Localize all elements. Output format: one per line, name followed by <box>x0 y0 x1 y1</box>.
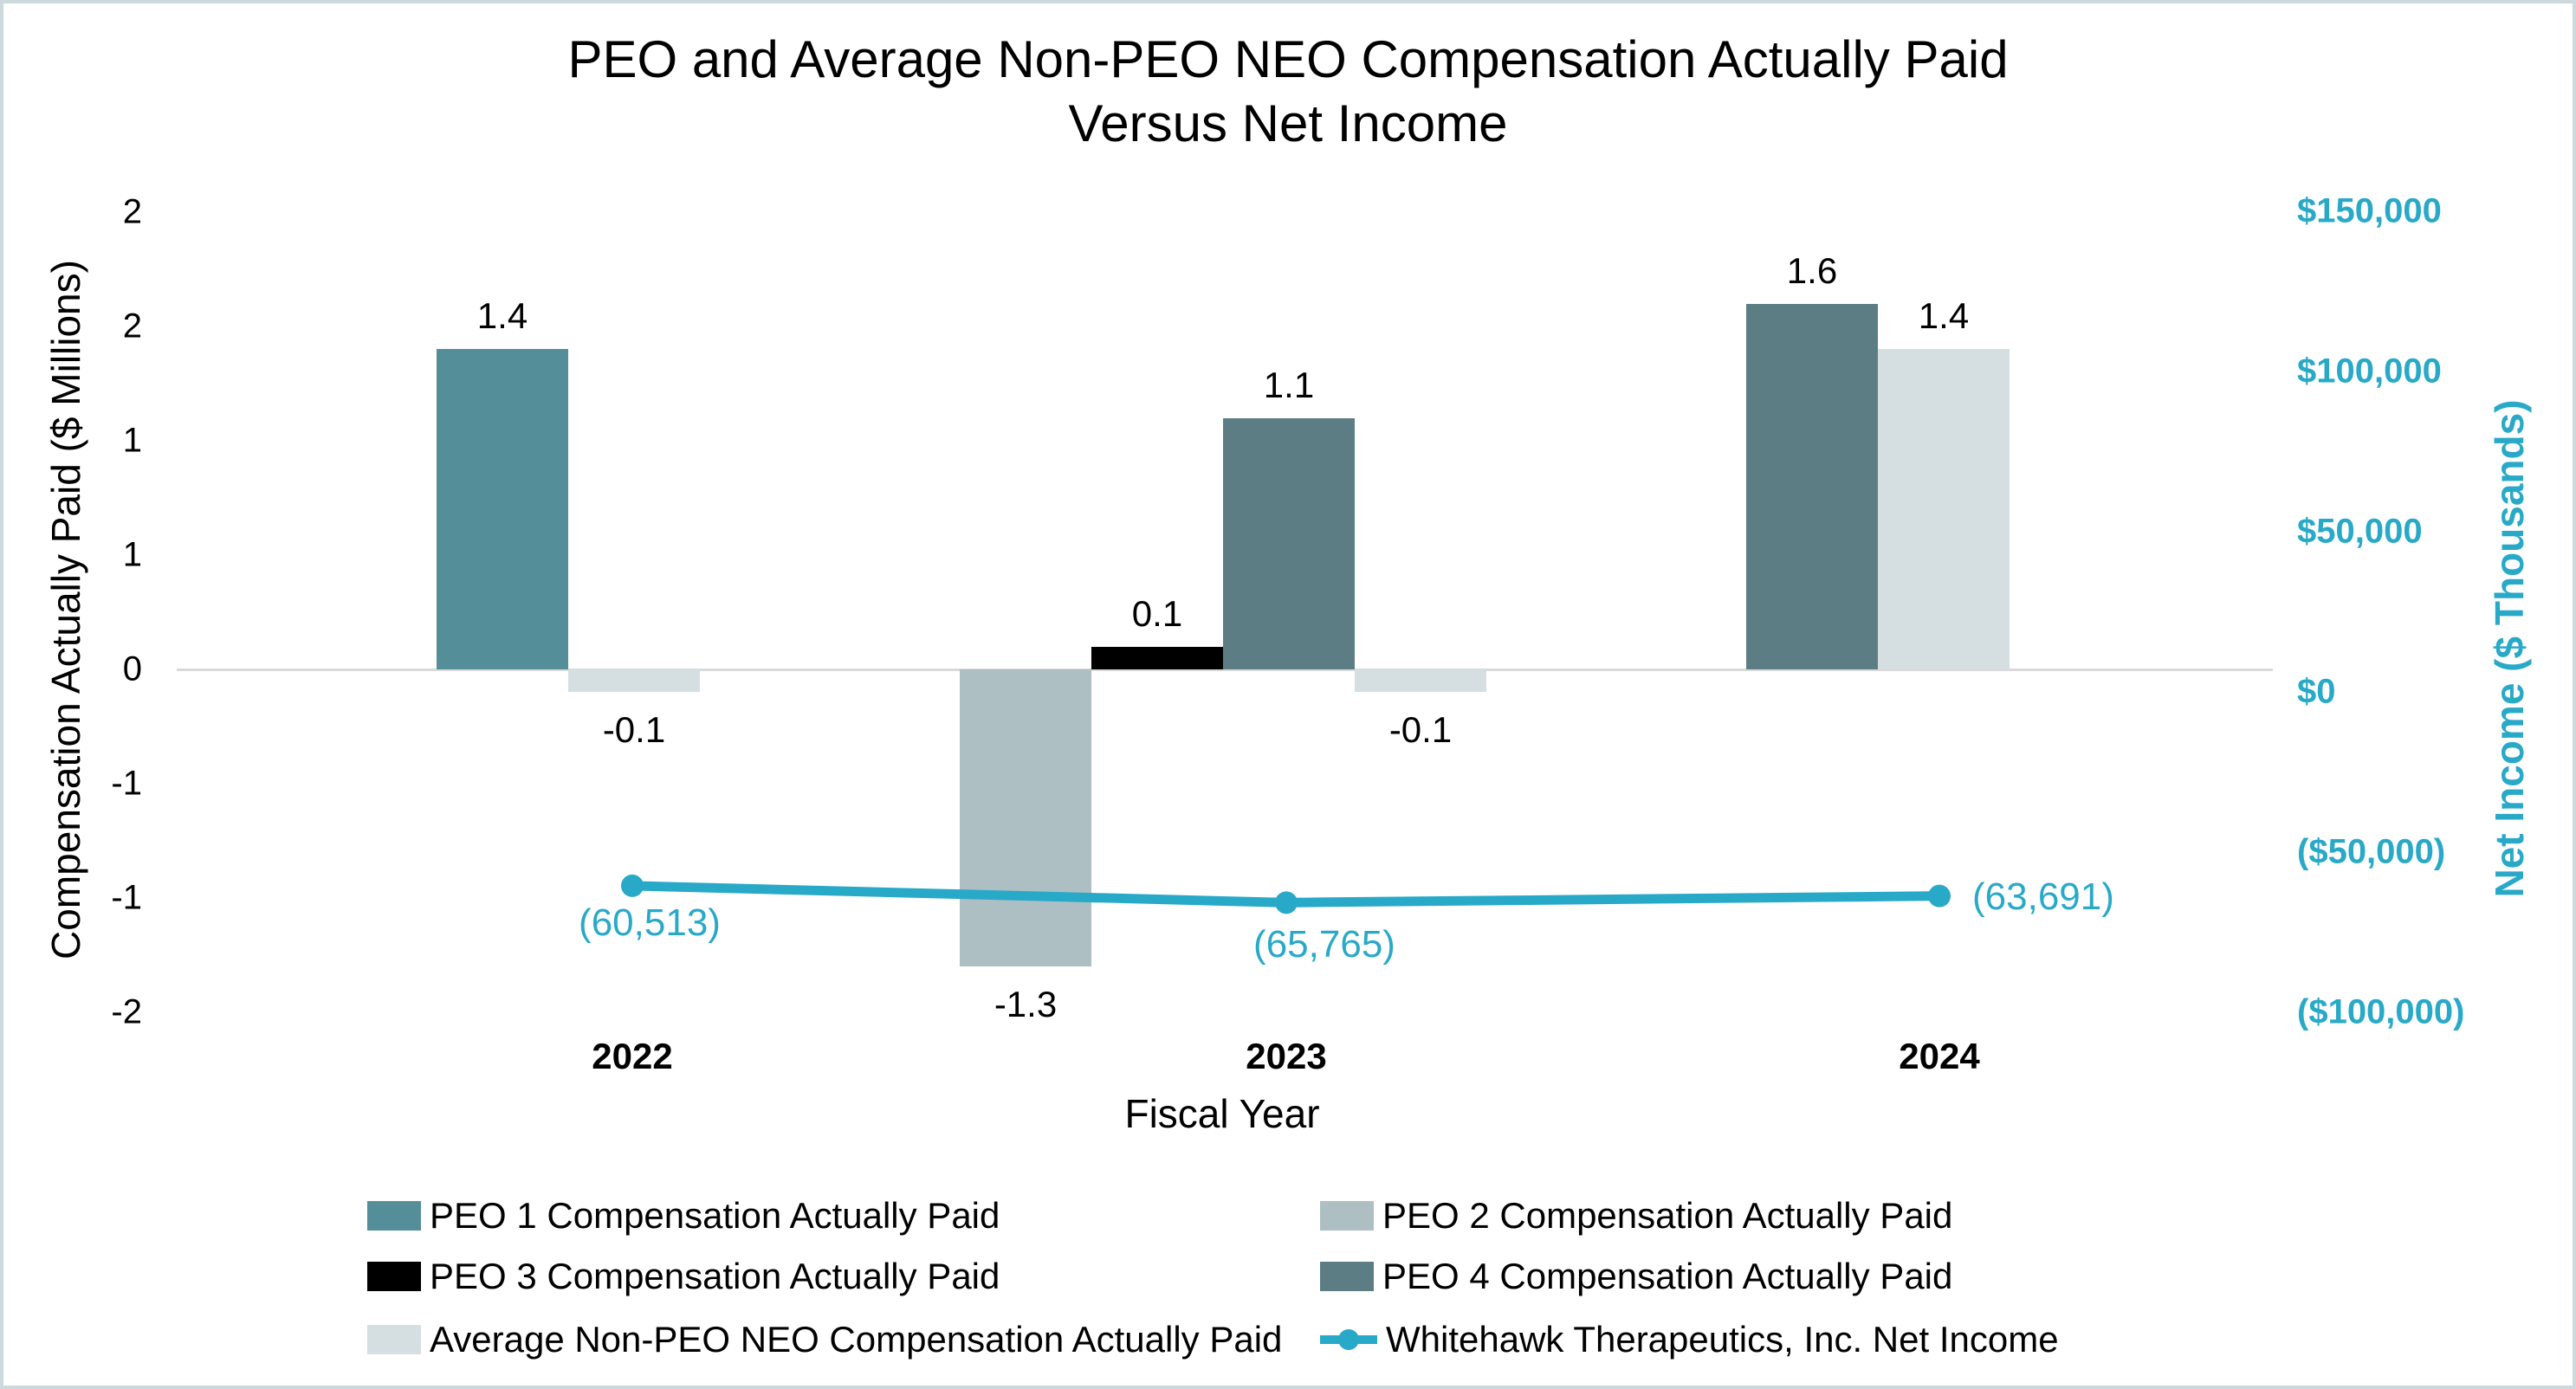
legend-item-net-income: Whitehawk Therapeutics, Inc. Net Income <box>1320 1319 2059 1360</box>
left-axis-tick-label: -2 <box>111 992 142 1031</box>
net-income-point-label: (65,765) <box>1253 923 1395 966</box>
chart-title: PEO and Average Non-PEO NEO Compensation… <box>3 28 2573 156</box>
right-axis-tick-label: $0 <box>2297 672 2336 711</box>
left-axis-tick-label: 0 <box>122 649 142 688</box>
left-axis-tick-label: 1 <box>122 421 142 460</box>
legend-swatch-peo3 <box>367 1262 421 1291</box>
bar-value-label: 1.4 <box>1918 295 1970 337</box>
bar-peo3-2023 <box>1091 646 1223 669</box>
legend-label-net-income: Whitehawk Therapeutics, Inc. Net Income <box>1386 1319 2059 1360</box>
legend-swatch-peo4 <box>1320 1262 1374 1291</box>
legend-label-avg-non-peo-neo: Average Non-PEO NEO Compensation Actuall… <box>430 1319 1283 1360</box>
net-income-point-label: (63,691) <box>1972 875 2114 918</box>
left-axis-tick-label: 2 <box>122 192 142 231</box>
right-axis-tick-label: $150,000 <box>2297 191 2442 230</box>
chart-title-line2: Versus Net Income <box>1068 94 1508 152</box>
legend-label-peo3: PEO 3 Compensation Actually Paid <box>430 1256 1000 1296</box>
net-income-point-label: (60,513) <box>579 901 721 944</box>
legend-swatch-peo1 <box>367 1201 421 1231</box>
bar-value-label: 1.1 <box>1263 364 1315 405</box>
legend-swatch-peo2 <box>1320 1201 1374 1231</box>
legend: PEO 1 Compensation Actually Paid PEO 2 Co… <box>3 3 2573 1386</box>
x-axis-title: Fiscal Year <box>1124 1091 1320 1136</box>
x-axis-tick-label-2022: 2022 <box>592 1036 673 1076</box>
bar-value-label: -1.3 <box>994 984 1058 1025</box>
legend-item-peo2: PEO 2 Compensation Actually Paid <box>1320 1195 1952 1237</box>
legend-item-avg-non-peo-neo: Average Non-PEO NEO Compensation Actuall… <box>367 1319 1282 1360</box>
bar-value-label: -0.1 <box>602 709 666 751</box>
bar-avg-non-peo-neo-2023 <box>1355 669 1486 693</box>
legend-item-peo1: PEO 1 Compensation Actually Paid <box>367 1195 1000 1237</box>
right-axis-tick-label: $100,000 <box>2297 352 2442 391</box>
bar-value-label: -0.1 <box>1388 709 1453 751</box>
bar-peo1-2022 <box>437 349 568 669</box>
bar-peo2-2023 <box>960 669 1091 967</box>
left-axis-tick-label: 2 <box>122 307 142 346</box>
legend-label-peo1: PEO 1 Compensation Actually Paid <box>430 1195 1000 1236</box>
left-axis-tick-label: -1 <box>111 878 142 917</box>
legend-swatch-avg-non-peo-neo <box>367 1325 421 1354</box>
right-axis-tick-label: ($50,000) <box>2297 832 2446 871</box>
bar-value-label: 1.6 <box>1786 249 1838 291</box>
bar-peo4-2023 <box>1223 417 1355 669</box>
bar-avg-non-peo-neo-2022 <box>568 669 700 693</box>
left-axis-tick-label: -1 <box>111 764 142 803</box>
right-axis-tick-label: ($100,000) <box>2297 992 2465 1031</box>
bar-value-label: 1.4 <box>476 295 528 337</box>
chart-title-line1: PEO and Average Non-PEO NEO Compensation… <box>567 30 2009 88</box>
right-axis-tick-label: $50,000 <box>2297 512 2423 551</box>
legend-label-peo4: PEO 4 Compensation Actually Paid <box>1382 1256 1953 1296</box>
x-axis-tick-label-2023: 2023 <box>1246 1036 1327 1076</box>
zero-gridline <box>177 669 2273 671</box>
left-axis-tick-label: 1 <box>122 535 142 574</box>
legend-item-peo4: PEO 4 Compensation Actually Paid <box>1320 1256 1952 1297</box>
legend-label-peo2: PEO 2 Compensation Actually Paid <box>1382 1195 1953 1236</box>
bar-value-label: 0.1 <box>1131 592 1183 634</box>
legend-item-peo3: PEO 3 Compensation Actually Paid <box>367 1256 1000 1297</box>
bar-avg-non-peo-neo-2024 <box>1878 349 2010 669</box>
legend-line-symbol-net-income <box>1320 1325 1377 1354</box>
x-axis-tick-label-2024: 2024 <box>1899 1036 1980 1076</box>
bar-peo4-2024 <box>1746 303 1878 669</box>
